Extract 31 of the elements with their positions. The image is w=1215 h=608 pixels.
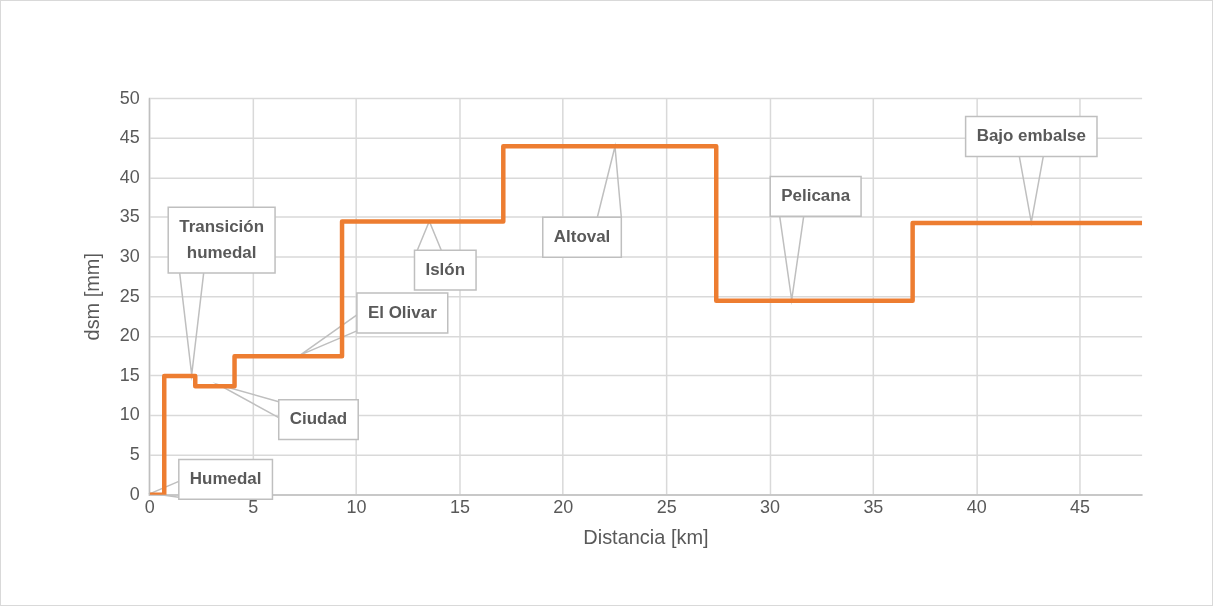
- x-tick-label: 30: [760, 497, 780, 518]
- x-tick-label: 10: [346, 497, 367, 518]
- annotation: El Olivar: [367, 302, 438, 322]
- x-tick-label: 25: [656, 497, 677, 518]
- annotation: Altoval: [553, 226, 611, 246]
- y-tick-label: 15: [119, 364, 140, 385]
- annotation: Islón: [425, 259, 466, 279]
- annotation: Bajo embalse: [976, 126, 1086, 146]
- x-tick-label: 20: [553, 497, 574, 518]
- y-tick-label: 25: [119, 285, 140, 306]
- annotation: Transición humedal: [179, 216, 265, 262]
- y-tick-label: 35: [119, 206, 140, 227]
- y-axis-title: dsm [mm]: [81, 253, 104, 341]
- x-tick-label: 5: [248, 497, 259, 518]
- x-tick-label: 40: [966, 497, 987, 518]
- x-axis-title: Distancia [km]: [583, 525, 709, 548]
- y-tick-label: 10: [119, 404, 140, 425]
- y-tick-label: 0: [129, 483, 140, 504]
- x-tick-label: 45: [1070, 497, 1091, 518]
- annotation: Pelicana: [781, 186, 851, 206]
- y-tick-label: 20: [119, 325, 140, 346]
- y-tick-label: 45: [119, 127, 140, 148]
- x-tick-label: 15: [449, 497, 470, 518]
- annotation: Ciudad: [289, 409, 348, 429]
- y-tick-label: 50: [119, 87, 140, 108]
- y-tick-label: 5: [129, 444, 140, 465]
- y-tick-label: 40: [119, 166, 140, 187]
- x-tick-label: 0: [144, 497, 155, 518]
- y-tick-label: 30: [119, 246, 140, 267]
- x-tick-label: 35: [863, 497, 884, 518]
- annotation: Humedal: [189, 469, 262, 489]
